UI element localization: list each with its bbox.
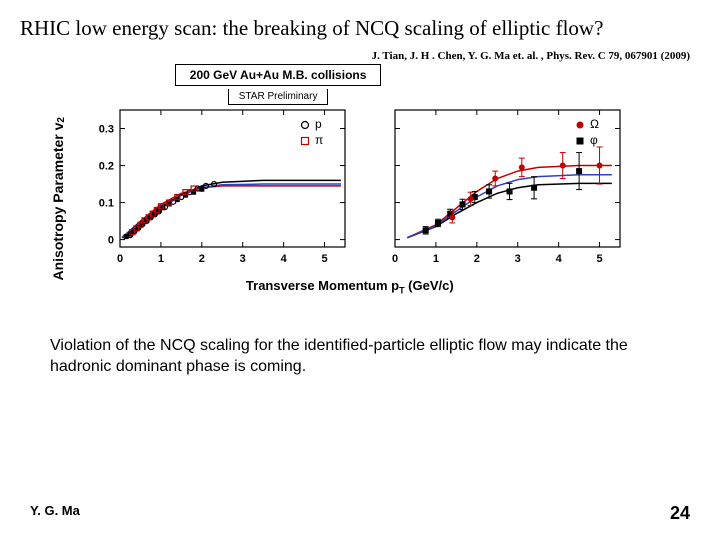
svg-text:5: 5 xyxy=(596,253,602,265)
chart-header: 200 GeV Au+Au M.B. collisions STAR Preli… xyxy=(175,64,382,105)
citation: J. Tian, J. H . Chen, Y. G. Ma et. al. ,… xyxy=(20,50,700,62)
x-axis-label: Transverse Momentum pT (GeV/c) xyxy=(75,278,625,296)
chart-panel: 0 0.1 0.2 0.3 0 1 2 3 4 5 pπ xyxy=(75,102,350,272)
svg-text:1: 1 xyxy=(158,253,164,265)
chart-region: Anisotropy Parameter v2 200 GeV Au+Au M.… xyxy=(50,102,700,296)
chart-panel: 0 1 2 3 4 5 Ωφ xyxy=(350,102,625,272)
svg-text:4: 4 xyxy=(555,253,562,265)
svg-text:π: π xyxy=(315,133,323,147)
svg-text:3: 3 xyxy=(514,253,520,265)
svg-text:0.3: 0.3 xyxy=(99,124,114,136)
svg-text:φ: φ xyxy=(590,133,598,147)
svg-text:5: 5 xyxy=(321,253,327,265)
page-number: 24 xyxy=(670,503,690,524)
svg-text:0.2: 0.2 xyxy=(99,161,114,173)
svg-text:0: 0 xyxy=(108,235,114,247)
svg-text:2: 2 xyxy=(474,253,480,265)
chart-header-line1: 200 GeV Au+Au M.B. collisions xyxy=(175,64,382,86)
chart-header-line2: STAR Preliminary xyxy=(228,89,329,105)
svg-text:1: 1 xyxy=(433,253,439,265)
svg-text:p: p xyxy=(315,117,322,131)
svg-text:0.1: 0.1 xyxy=(99,198,114,210)
svg-text:0: 0 xyxy=(117,253,123,265)
svg-text:Ω: Ω xyxy=(590,117,599,131)
y-axis-label: Anisotropy Parameter v2 xyxy=(50,117,67,281)
svg-text:0: 0 xyxy=(392,253,398,265)
svg-text:2: 2 xyxy=(199,253,205,265)
conclusion-text: Violation of the NCQ scaling for the ide… xyxy=(20,336,700,378)
page-title: RHIC low energy scan: the breaking of NC… xyxy=(20,14,700,42)
svg-text:3: 3 xyxy=(239,253,245,265)
svg-text:4: 4 xyxy=(280,253,287,265)
footer-author: Y. G. Ma xyxy=(30,503,80,524)
